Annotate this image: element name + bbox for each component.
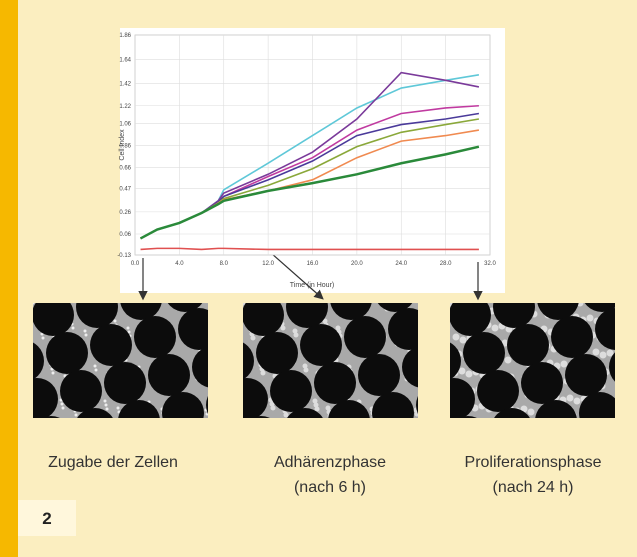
pore (477, 370, 519, 412)
caption: Zugabe der Zellen (48, 454, 178, 471)
y-tick-label: -0.13 (117, 253, 131, 259)
pore (358, 354, 400, 396)
cell (567, 395, 574, 402)
pore (104, 362, 146, 404)
pore (148, 354, 190, 396)
cell (127, 327, 130, 330)
x-tick-label: 28.0 (440, 261, 452, 267)
pore (60, 370, 102, 412)
x-tick-label: 0.0 (131, 261, 140, 267)
pore (565, 354, 607, 396)
cell (75, 414, 78, 417)
cell (574, 398, 581, 405)
page-number: 2 (42, 509, 51, 528)
cell (303, 364, 308, 369)
cell (94, 365, 97, 368)
y-tick-label: 0.26 (119, 210, 131, 216)
y-tick-label: 1.22 (119, 104, 131, 110)
pore (90, 324, 132, 366)
cell (453, 334, 460, 341)
y-tick-label: 1.64 (119, 57, 131, 63)
cell (72, 327, 75, 330)
cell (84, 330, 87, 333)
cell (114, 320, 117, 323)
cell (336, 326, 341, 331)
pore (134, 316, 176, 358)
cell (117, 407, 120, 410)
pore (314, 362, 356, 404)
page: 2 Zugabe der Zellen Adhärenzphase (nach … (0, 0, 637, 557)
cell (106, 408, 109, 411)
pore (300, 324, 342, 366)
cell (42, 337, 45, 340)
pore (463, 332, 505, 374)
pore (507, 324, 549, 366)
caption: Adhärenzphase (274, 454, 386, 471)
cell (528, 409, 535, 416)
cell (313, 399, 318, 404)
pore (46, 332, 88, 374)
cell (95, 369, 98, 372)
x-tick-label: 20.0 (351, 261, 363, 267)
cell (505, 357, 512, 364)
cell (607, 350, 614, 357)
pore (270, 370, 312, 412)
cell (105, 404, 108, 407)
cell (326, 406, 331, 411)
cell (61, 403, 64, 406)
side-bar (0, 0, 18, 557)
cell (52, 372, 55, 375)
cell (62, 407, 65, 410)
caption-note: (nach 24 h) (493, 479, 574, 496)
x-axis-label: Time (in Hour) (290, 282, 334, 289)
y-tick-label: 0.47 (119, 187, 131, 193)
cell (466, 371, 473, 378)
y-tick-label: 0.66 (119, 166, 131, 172)
x-tick-label: 4.0 (175, 261, 184, 267)
y-tick-label: 1.42 (119, 82, 131, 88)
cell (85, 334, 88, 337)
x-tick-label: 24.0 (395, 261, 407, 267)
caption: Proliferationsphase (465, 454, 602, 471)
x-tick-label: 32.0 (484, 261, 496, 267)
cell (104, 400, 107, 403)
x-tick-label: 16.0 (307, 261, 319, 267)
cell (561, 361, 568, 368)
cell (587, 315, 594, 322)
y-tick-label: 0.86 (119, 144, 131, 150)
cell (492, 325, 499, 332)
pore (344, 316, 386, 358)
cell (293, 329, 298, 334)
cell (600, 352, 607, 359)
y-tick-label: 1.86 (119, 33, 131, 39)
y-tick-label: 1.06 (119, 121, 131, 127)
x-tick-label: 12.0 (262, 261, 274, 267)
caption-note: (nach 6 h) (294, 479, 366, 496)
pore (256, 332, 298, 374)
pore (521, 362, 563, 404)
cell (460, 337, 467, 344)
x-tick-label: 8.0 (220, 261, 229, 267)
pore (551, 316, 593, 358)
y-tick-label: 0.06 (119, 232, 131, 238)
cell (593, 349, 600, 356)
